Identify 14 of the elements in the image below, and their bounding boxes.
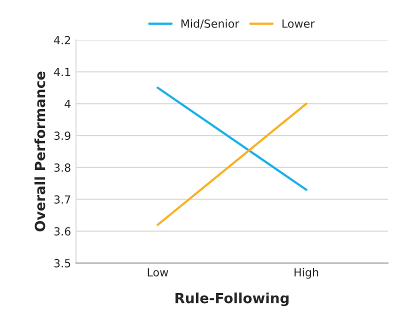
y-tick-label: 3.9 bbox=[54, 132, 70, 140]
y-tick-label: 4.1 bbox=[54, 68, 70, 76]
x-axis-title: Rule-Following bbox=[176, 292, 289, 306]
legend-label: Mid/Senior bbox=[181, 19, 240, 29]
y-tick-label: 3.8 bbox=[54, 163, 70, 172]
legend-label: Lower bbox=[282, 20, 315, 28]
y-axis-title: Overall Performance bbox=[34, 72, 46, 232]
y-tick-label: 4.2 bbox=[54, 36, 70, 44]
y-tick-label: 3.6 bbox=[54, 227, 70, 236]
y-tick-label: 3.5 bbox=[54, 259, 70, 268]
x-tick-label: Low bbox=[148, 268, 168, 277]
x-tick-label: High bbox=[294, 268, 318, 279]
y-tick-label: 3.7 bbox=[54, 195, 70, 204]
y-tick-label: 4 bbox=[64, 100, 71, 108]
